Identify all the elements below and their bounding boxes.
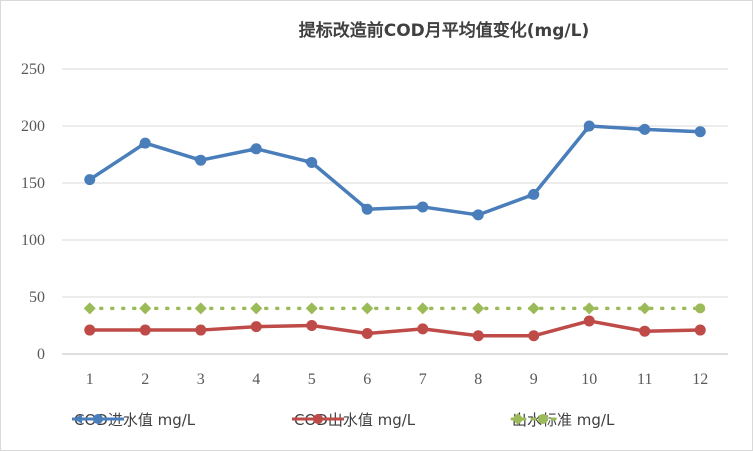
data-point-marker (84, 174, 96, 186)
data-point-marker (83, 302, 96, 315)
x-tick-label: 6 (363, 371, 371, 388)
data-point-marker (139, 302, 152, 315)
data-point-marker (638, 302, 651, 315)
data-point-marker (472, 330, 484, 342)
x-tick-label: 12 (692, 371, 708, 388)
data-point-marker (194, 302, 207, 315)
x-tick-label: 1 (86, 371, 94, 388)
x-tick-label: 8 (474, 371, 482, 388)
legend-item-standard: 出水标准 mg/L (508, 404, 614, 434)
data-point-marker (361, 327, 373, 339)
data-point-marker (527, 302, 540, 315)
x-tick-label: 7 (419, 371, 427, 388)
legend-label-cod-out: COD出水值 mg/L (294, 410, 416, 429)
legend-swatch-cod-in (72, 414, 124, 424)
x-tick-label: 11 (637, 371, 652, 388)
data-point-arrow (192, 155, 200, 164)
data-point-arrow (469, 210, 476, 219)
data-point-marker (695, 303, 706, 314)
x-tick-label: 5 (308, 371, 316, 388)
data-point-arrow (583, 125, 591, 133)
data-point-marker (306, 320, 318, 331)
data-point-arrow (635, 125, 643, 134)
y-tick-label: 50 (29, 289, 45, 306)
legend-label-cod-in: COD进水值 mg/L (74, 410, 196, 429)
y-tick-label: 200 (21, 118, 45, 135)
data-point-marker (305, 302, 318, 315)
data-point-marker (694, 324, 706, 336)
legend-swatch-standard (510, 413, 562, 425)
data-point-arrow (137, 141, 145, 149)
y-tick-label: 250 (21, 61, 45, 78)
data-point-arrow (303, 157, 310, 166)
series-line-0 (88, 124, 702, 217)
x-tick-label: 9 (530, 371, 538, 388)
data-point-marker (195, 324, 207, 336)
legend-swatch-cod-out (292, 414, 344, 424)
x-tick-label: 2 (141, 371, 149, 388)
data-point-marker (416, 302, 429, 315)
chart-title: 提标改造前COD月平均值变化(mg/L) (298, 21, 590, 41)
data-point-arrow (360, 203, 368, 211)
data-point-marker (639, 325, 651, 337)
data-point-marker (250, 302, 263, 315)
data-point-marker (583, 315, 595, 327)
x-tick-label: 10 (581, 371, 597, 388)
legend-item-cod-out: COD出水值 mg/L (290, 404, 415, 434)
data-point-marker (639, 123, 651, 135)
legend-item-cod-in: COD进水值 mg/L (70, 404, 195, 434)
data-point-marker (694, 126, 706, 138)
series-line-1 (88, 319, 702, 338)
data-point-marker (139, 324, 151, 336)
y-tick-label: 150 (21, 175, 45, 192)
legend: COD进水值 mg/L COD出水值 mg/L 出水标准 mg/L (0, 404, 753, 434)
data-point-marker (472, 302, 485, 315)
x-tick-label: 3 (197, 371, 205, 388)
data-point-arrow (247, 145, 255, 154)
data-point-marker (528, 330, 540, 342)
legend-label-standard: 出水标准 mg/L (512, 410, 615, 429)
data-point-marker (361, 302, 374, 315)
data-point-arrow (413, 203, 420, 212)
data-point-marker (250, 321, 262, 333)
x-tick-label: 4 (252, 371, 260, 388)
y-tick-label: 100 (21, 232, 45, 249)
data-point-marker (417, 323, 429, 335)
data-point-arrow (525, 191, 533, 200)
data-point-marker (583, 302, 596, 315)
data-point-marker (84, 324, 96, 336)
y-tick-label: 0 (37, 346, 45, 363)
data-point-marker (417, 201, 429, 213)
